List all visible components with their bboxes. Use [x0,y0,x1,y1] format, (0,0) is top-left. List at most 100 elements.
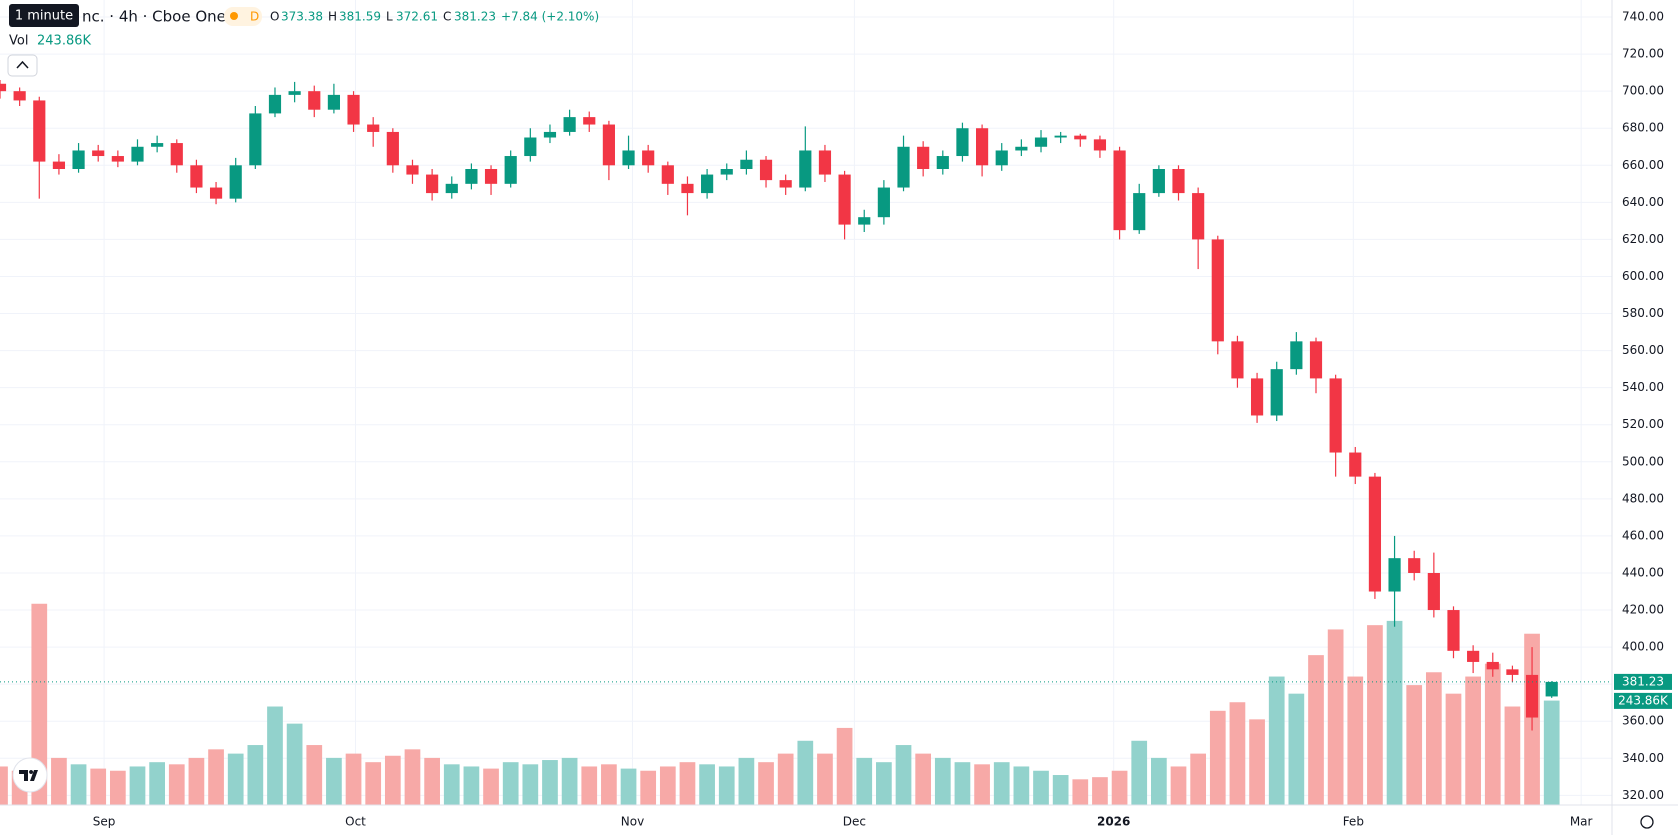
volume-bar [954,762,971,805]
y-tick-label: 440.00 [1622,565,1664,579]
candle-body [799,150,812,188]
candle-body [1506,669,1519,675]
candle-body [0,83,7,92]
candle-body [779,180,792,188]
volume-bar [1425,672,1442,805]
volume-tag [1614,692,1672,709]
candle-body [347,94,360,125]
candle-body [1231,341,1244,379]
close-value: 381.23 [454,10,496,24]
volume-bar [1504,706,1521,805]
candle-body [111,156,124,162]
volume-bar [306,745,323,805]
settings-icon[interactable] [1640,815,1654,829]
volume-bar [1111,770,1128,805]
candle-body [1486,661,1499,670]
x-tick-label: 2026 [1097,815,1130,829]
volume-bar [659,766,676,805]
volume-bar [1170,766,1187,805]
volume-bar [1033,770,1049,805]
volume-bar [109,770,126,805]
candle-body [504,156,517,184]
candle-body [1270,369,1283,416]
candle-body [740,159,753,170]
logo[interactable] [12,757,48,793]
candle-body [524,137,537,157]
candle-body [426,174,439,194]
y-tick-label: 460.00 [1622,528,1664,542]
candle-body [1408,558,1421,573]
price-tag [1614,673,1672,690]
volume-pane [0,603,1560,805]
candle-body [406,165,419,175]
candle-body [720,169,733,175]
volume-bar [1268,676,1285,805]
volume-bar [1013,766,1030,805]
volume-bar [1543,700,1560,805]
badge: D [250,10,259,24]
low-value: 372.61 [396,10,438,24]
volume-bar [483,768,499,805]
x-tick-label: Dec [843,815,866,829]
candle-body [386,131,399,166]
candle-body [1427,572,1440,611]
x-tick-label: Oct [345,815,366,829]
volume-bar [738,757,755,805]
candle-body [308,91,321,110]
change: +7.84 (+2.10%) [501,10,599,24]
low-key: L [386,10,393,24]
candle-body [543,131,557,138]
volume-bar [974,764,990,805]
symbol-title[interactable]: nc. · 4h · Cboe One [82,8,226,26]
candle-body [327,94,340,110]
volume-bar [1190,753,1207,805]
y-tick-label: 340.00 [1622,751,1664,765]
volume-bar [1229,702,1246,805]
candle-body [759,159,773,181]
badge-icon [230,12,238,20]
volume-bar [1288,693,1305,805]
candle-body [229,165,242,199]
volume-bar [542,760,558,805]
y-tick-label: 720.00 [1622,47,1664,61]
volume-bar [31,603,48,805]
volume-bar [267,706,283,805]
y-tick-label: 740.00 [1622,10,1664,24]
volume-bar [1072,779,1089,805]
volume-bar [856,757,873,805]
volume-value: 243.86K [37,34,91,49]
badge-box [224,7,262,26]
volume-bar [1367,625,1383,805]
candle-body [13,91,26,101]
x-tick-label: Nov [621,815,644,829]
candle-body [190,165,203,188]
volume-bar [640,770,657,805]
volume-key: Vol [9,34,28,49]
volume-bar [365,762,382,805]
volume-bar [620,768,637,805]
volume-bar [601,764,617,805]
candle-body [681,183,694,194]
y-tick-label: 600.00 [1622,269,1664,283]
candle-body [1250,378,1264,416]
volume-tag-label: 243.86K [1618,693,1669,707]
y-tick-label: 580.00 [1622,306,1664,320]
candle-body [445,183,458,194]
volume-bar [404,749,421,805]
volume-bar [1484,663,1501,805]
volume-bar [286,723,303,805]
candle-body [249,113,262,166]
candle-body [563,117,576,132]
volume-bar [1249,719,1265,805]
volume-bar [993,762,1010,805]
y-tick-label: 700.00 [1622,84,1664,98]
candle-body [131,146,144,162]
candle-body [1525,674,1539,718]
collapse-button[interactable] [7,54,38,77]
y-tick-label: 480.00 [1622,491,1664,505]
volume-bar [70,764,87,805]
volume-bar [1308,655,1324,805]
volume-bar [149,762,165,805]
